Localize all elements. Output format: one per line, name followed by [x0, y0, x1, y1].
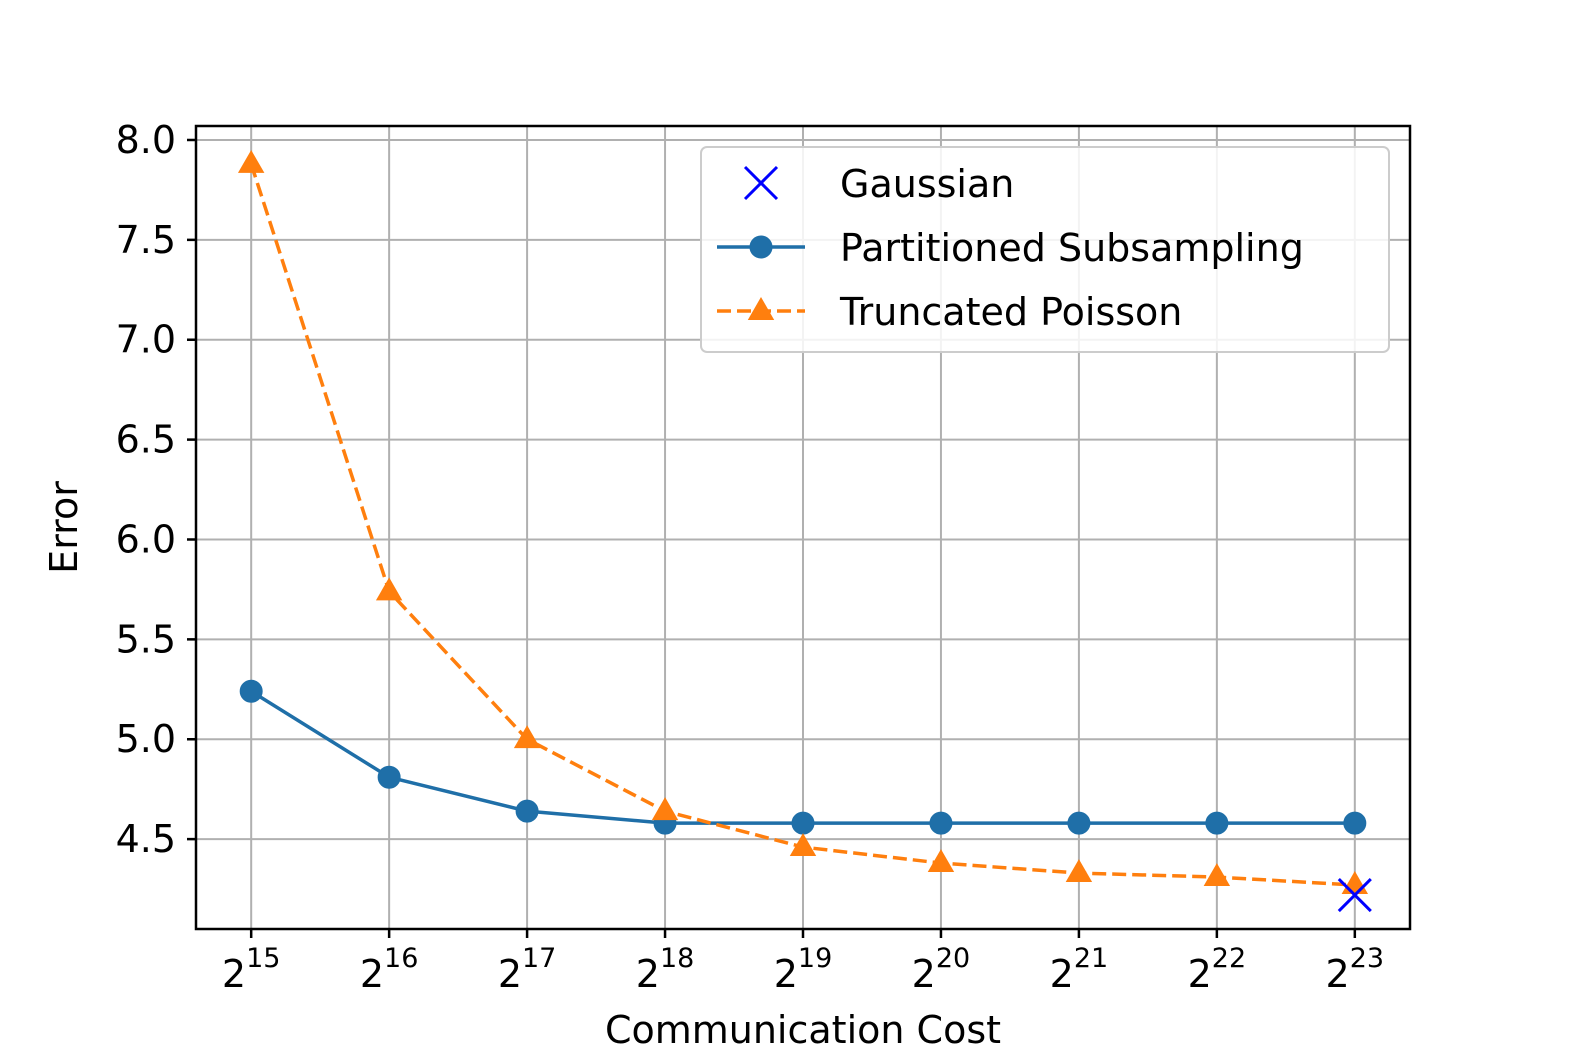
x-tick-exponent: 19	[798, 943, 832, 974]
y-tick-label: 7.5	[116, 218, 176, 262]
x-tick-base: 2	[1050, 952, 1074, 996]
x-tick-base: 2	[498, 952, 522, 996]
y-tick-label: 5.0	[116, 717, 176, 761]
y-tick-label: 4.5	[116, 817, 176, 861]
x-tick-exponent: 18	[660, 943, 694, 974]
data-point	[375, 577, 403, 601]
x-tick-label: 218	[636, 943, 695, 996]
series-partitioned-subsampling	[239, 679, 1367, 835]
data-point	[1343, 811, 1367, 835]
data-point	[1203, 863, 1231, 887]
series-gaussian	[1337, 877, 1372, 913]
legend-entry: Gaussian	[743, 162, 1014, 206]
x-tick-base: 2	[912, 952, 936, 996]
data-point	[237, 149, 265, 173]
y-tick-label: 6.5	[116, 418, 176, 462]
x-tick-base: 2	[1188, 952, 1212, 996]
x-tick-exponent: 23	[1350, 943, 1384, 974]
data-point	[513, 725, 541, 749]
legend-marker	[747, 296, 775, 320]
x-tick-label: 219	[774, 943, 833, 996]
legend-label: Truncated Poisson	[839, 290, 1182, 334]
y-tick-label: 5.5	[116, 617, 176, 661]
x-tick-exponent: 17	[522, 943, 556, 974]
x-tick-exponent: 15	[246, 943, 280, 974]
y-tick-label: 6.0	[116, 517, 176, 561]
x-tick-base: 2	[222, 952, 246, 996]
legend-marker	[749, 235, 773, 259]
x-tick-label: 216	[360, 943, 419, 996]
data-point	[1067, 811, 1091, 835]
x-tick-base: 2	[1326, 952, 1350, 996]
legend-entry: Truncated Poisson	[717, 290, 1182, 334]
x-tick-label: 215	[222, 943, 281, 996]
data-point	[515, 799, 539, 823]
data-point	[1065, 859, 1093, 883]
y-tick-label: 7.0	[116, 318, 176, 362]
y-axis-label: Error	[42, 481, 86, 574]
x-tick-base: 2	[636, 952, 660, 996]
x-tick-exponent: 20	[936, 943, 970, 974]
x-tick-label: 221	[1050, 943, 1109, 996]
data-point	[1205, 811, 1229, 835]
series-layer	[237, 149, 1372, 913]
x-tick-base: 2	[774, 952, 798, 996]
legend-marker	[743, 165, 779, 201]
x-tick-exponent: 16	[384, 943, 418, 974]
x-tick-label: 222	[1188, 943, 1247, 996]
data-point	[929, 811, 953, 835]
legend-label: Partitioned Subsampling	[840, 226, 1304, 270]
legend-box	[700, 146, 1390, 353]
x-tick-label: 217	[498, 943, 557, 996]
y-tick-label: 8.0	[116, 118, 176, 162]
legend: Gaussian Partitioned Subsampling Truncated…	[700, 146, 1390, 353]
legend-entry: Partitioned Subsampling	[717, 226, 1304, 270]
data-point	[791, 811, 815, 835]
x-tick-label: 223	[1326, 943, 1385, 996]
x-tick-exponent: 21	[1074, 943, 1108, 974]
axis-ticks: 215 216 217 218 219 220 221 222 2234.55.05.56.06…	[116, 118, 1385, 996]
x-tick-base: 2	[360, 952, 384, 996]
x-tick-exponent: 22	[1212, 943, 1246, 974]
data-point	[377, 765, 401, 789]
data-point	[1341, 871, 1369, 895]
data-point	[789, 833, 817, 857]
x-tick-label: 220	[912, 943, 971, 996]
data-point	[1337, 877, 1372, 913]
legend-label: Gaussian	[840, 162, 1014, 206]
data-point	[927, 849, 955, 873]
series-truncated-poisson	[237, 149, 1369, 895]
data-point	[651, 797, 679, 821]
x-axis-label: Communication Cost	[605, 1008, 1001, 1052]
data-point	[239, 679, 263, 703]
